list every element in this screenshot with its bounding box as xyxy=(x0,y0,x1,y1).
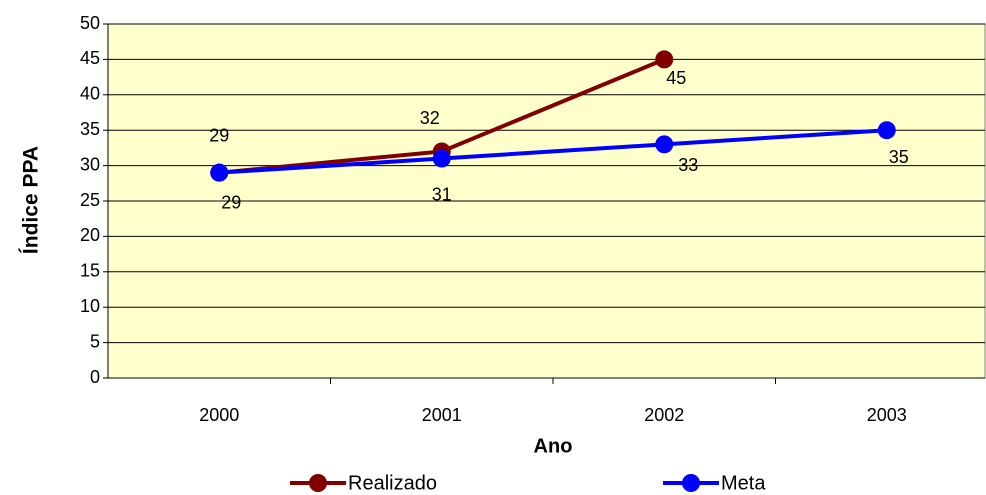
marker xyxy=(655,135,674,154)
data-label: 32 xyxy=(420,108,440,128)
y-tick-label: 10 xyxy=(80,296,100,316)
y-tick-label: 0 xyxy=(90,367,100,387)
marker xyxy=(210,163,229,182)
legend-label: Realizado xyxy=(348,472,437,494)
marker xyxy=(655,50,674,69)
data-label: 29 xyxy=(221,192,241,212)
x-axis-label: Ano xyxy=(534,435,573,457)
legend-marker xyxy=(309,474,327,492)
y-tick-label: 15 xyxy=(80,261,100,281)
data-label: 29 xyxy=(209,125,229,145)
y-tick-label: 5 xyxy=(90,331,100,351)
x-tick-label: 2002 xyxy=(644,405,684,425)
y-tick-label: 45 xyxy=(80,48,100,68)
line xyxy=(219,128,887,175)
legend-marker xyxy=(682,474,700,492)
y-tick-label: 50 xyxy=(80,13,100,33)
x-tick-label: 2001 xyxy=(422,405,462,425)
x-tick-label: 2003 xyxy=(867,405,907,425)
marker xyxy=(877,121,896,140)
marker xyxy=(432,149,451,168)
y-tick-label: 25 xyxy=(80,190,100,210)
y-tick-label: 35 xyxy=(80,119,100,139)
data-label: 45 xyxy=(666,68,686,88)
x-tick-label: 2000 xyxy=(199,405,239,425)
y-tick-label: 30 xyxy=(80,154,100,174)
y-tick-label: 20 xyxy=(80,225,100,245)
data-label: 33 xyxy=(678,155,698,175)
y-tick-label: 40 xyxy=(80,84,100,104)
y-axis-label: Índice PPA xyxy=(20,146,43,254)
data-label: 35 xyxy=(889,147,909,167)
data-label: 31 xyxy=(432,184,452,204)
legend-label: Meta xyxy=(721,472,766,494)
